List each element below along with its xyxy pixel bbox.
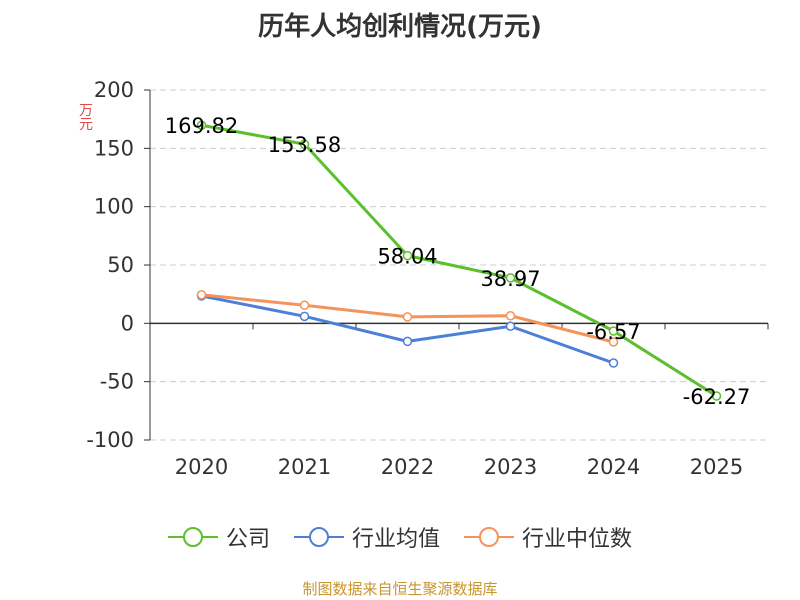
data-point: [299, 300, 310, 310]
data-point: [608, 358, 619, 368]
data-point: [711, 391, 722, 401]
data-point: [402, 250, 413, 261]
x-tick-label: 2020: [175, 455, 228, 479]
y-tick-label: -50: [100, 370, 134, 394]
data-label: 38.97: [480, 267, 540, 291]
data-point: [196, 290, 207, 300]
series-line-1: [201, 294, 615, 365]
series-line-0: [201, 123, 718, 398]
data-label: 58.04: [377, 245, 437, 269]
y-tick-label: 100: [94, 195, 134, 219]
y-tick-label: 150: [94, 136, 134, 160]
x-tick-label: 2024: [587, 455, 640, 479]
data-point: [505, 321, 516, 331]
legend-swatch-industry-median-icon: [464, 527, 514, 547]
data-label: -6.57: [586, 320, 640, 344]
data-point: [299, 311, 310, 322]
data-point: [608, 337, 619, 347]
legend-label-industry-median: 行业中位数: [522, 527, 633, 552]
x-tick-label: 2022: [381, 455, 434, 479]
legend-item-company[interactable]: 公司: [167, 521, 270, 553]
legend-item-industry-avg[interactable]: 行业均值: [293, 521, 440, 553]
legend-label-industry-avg: 行业均值: [351, 527, 440, 552]
data-point: [402, 336, 413, 347]
data-label: 153.58: [268, 133, 341, 157]
y-tick-label: -100: [86, 428, 134, 452]
data-label: -62.27: [683, 385, 751, 409]
y-tick-label: 0: [121, 311, 134, 335]
legend-swatch-company-icon: [167, 527, 218, 547]
x-tick-label: 2023: [484, 455, 537, 479]
legend-label-company: 公司: [225, 527, 270, 552]
x-tick-label: 2021: [278, 455, 331, 479]
chart-title: 历年人均创利情况(万元): [258, 12, 542, 42]
legend-item-industry-median[interactable]: 行业中位数: [464, 521, 632, 553]
y-tick-label: 50: [107, 253, 134, 277]
data-point: [196, 120, 207, 130]
data-source-footer: 制图数据来自恒生聚源数据库: [302, 580, 498, 598]
data-label: 169.82: [165, 114, 238, 138]
legend-swatch-industry-avg-icon: [293, 527, 344, 547]
y-tick-label: 200: [94, 78, 134, 102]
x-tick-label: 2025: [690, 455, 743, 479]
y-axis-label: 万元: [79, 103, 93, 133]
data-point: [505, 311, 516, 321]
legend: 公司 行业均值 行业中位数: [0, 520, 800, 554]
data-point: [608, 326, 619, 336]
data-point: [299, 139, 310, 149]
data-point: [505, 273, 516, 283]
data-point: [402, 312, 413, 322]
